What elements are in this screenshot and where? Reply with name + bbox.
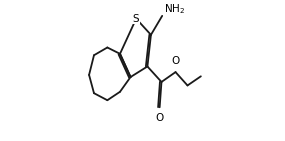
Text: O: O [156,113,164,123]
Text: S: S [133,14,139,24]
Text: NH$_2$: NH$_2$ [164,2,185,16]
Text: O: O [171,57,180,66]
